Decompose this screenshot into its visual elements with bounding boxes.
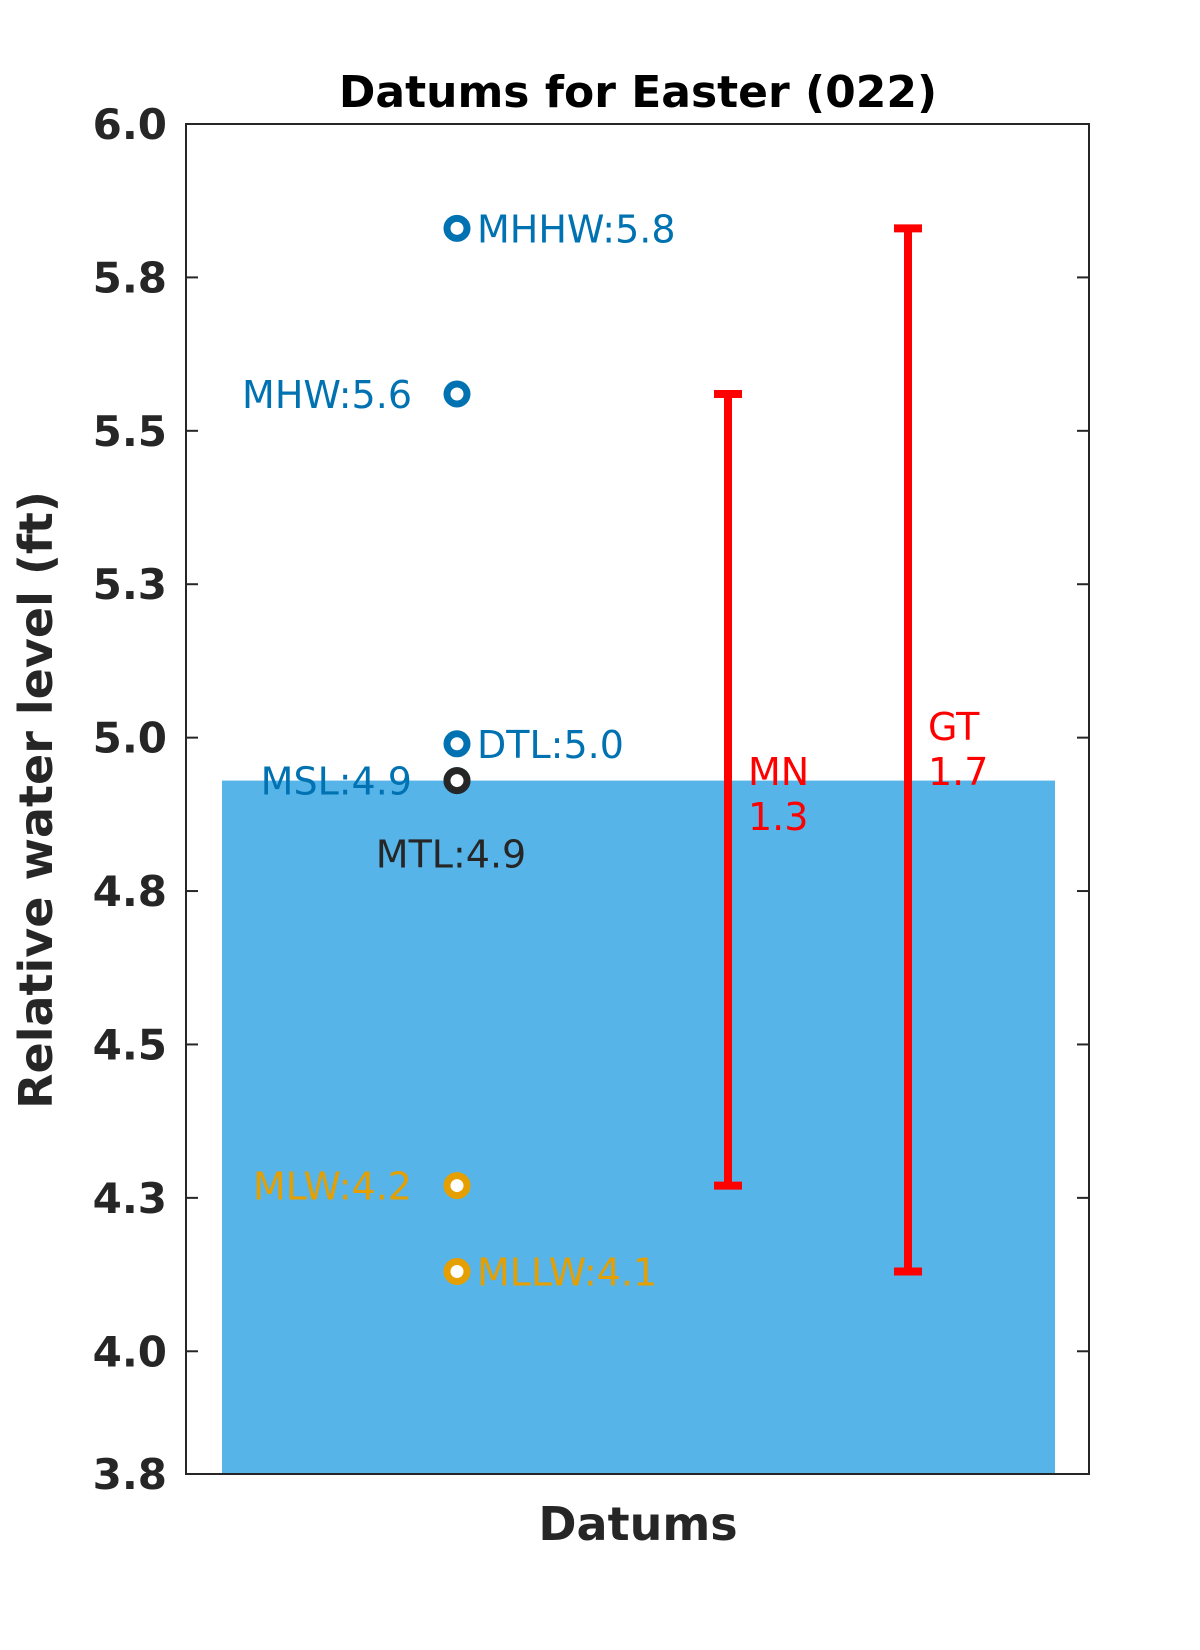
datum-markers: MHHW:5.8 MHW:5.6 DTL:5.0 MSL:4.9 MTL:4.9 MLW:…	[242, 207, 675, 1294]
water-level-area	[222, 780, 1055, 1474]
datum-label-mtl: MTL:4.9	[376, 833, 526, 877]
y-tick-label: 4.0	[93, 1327, 167, 1376]
datum-label-msl: MSL:4.9	[261, 760, 412, 804]
y-tick-label: 5.8	[93, 253, 167, 302]
datum-label-mlw: MLW:4.2	[253, 1165, 412, 1209]
datum-label-dtl: DTL:5.0	[477, 723, 624, 767]
y-tick-label: 4.8	[93, 867, 167, 916]
range-label-name: MN	[748, 750, 809, 794]
y-tick-label: 5.3	[93, 560, 167, 609]
datum-marker-mtl	[443, 767, 471, 795]
datum-marker-mhhw	[443, 214, 471, 242]
datum-marker-mlw	[443, 1172, 471, 1200]
y-tick-label: 6.0	[93, 100, 167, 149]
y-tick-label: 5.5	[93, 407, 167, 456]
x-axis-label: Datums	[538, 1497, 737, 1551]
y-tick-label: 3.8	[93, 1450, 167, 1499]
datum-marker-mhw	[443, 380, 471, 408]
y-axis-ticks: 3.8 4.0 4.3 4.5 4.8 5.0 5.3 5.5 5.8 6.0	[93, 100, 1089, 1499]
plot-frame	[185, 123, 1090, 1475]
datum-label-mhhw: MHHW:5.8	[477, 207, 676, 251]
datum-marker-mllw	[443, 1258, 471, 1285]
range-label-value: 1.3	[748, 795, 808, 839]
range-label-name: GT	[928, 705, 980, 749]
y-tick-label: 4.5	[93, 1020, 167, 1069]
datum-label-mllw: MLLW:4.1	[477, 1251, 657, 1295]
datum-marker-dtl	[443, 730, 471, 758]
range-bars: MN1.3 GT1.7	[714, 224, 988, 1276]
y-tick-label: 4.3	[93, 1174, 167, 1223]
chart-title: Datums for Easter (022)	[339, 67, 937, 118]
y-tick-label: 5.0	[93, 714, 167, 763]
datum-label-mhw: MHW:5.6	[242, 373, 412, 417]
range-label-value: 1.7	[928, 750, 988, 794]
y-axis-label: Relative water level (ft)	[9, 491, 63, 1109]
